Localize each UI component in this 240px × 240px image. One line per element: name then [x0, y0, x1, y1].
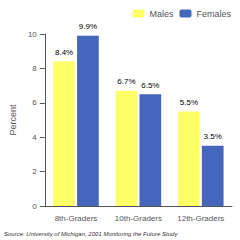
svg-text:10: 10 — [28, 30, 37, 39]
svg-text:10th-Graders: 10th-Graders — [115, 214, 162, 223]
svg-text:Females: Females — [196, 9, 231, 19]
svg-text:3.5%: 3.5% — [204, 132, 222, 141]
svg-text:4: 4 — [32, 133, 37, 142]
svg-text:5.5%: 5.5% — [180, 98, 198, 107]
svg-text:Source: University of Michigan: Source: University of Michigan, 2001 Mon… — [4, 231, 178, 237]
svg-text:Percent: Percent — [8, 104, 18, 136]
svg-text:12th-Graders: 12th-Graders — [177, 214, 224, 223]
svg-text:6.7%: 6.7% — [117, 77, 135, 86]
svg-text:6.5%: 6.5% — [141, 81, 159, 90]
svg-text:6: 6 — [32, 98, 37, 107]
svg-text:0: 0 — [32, 202, 37, 211]
svg-text:9.9%: 9.9% — [79, 22, 97, 31]
svg-text:Males: Males — [149, 9, 174, 19]
svg-text:2: 2 — [32, 167, 37, 176]
svg-text:8: 8 — [32, 64, 37, 73]
svg-text:8th-Graders: 8th-Graders — [55, 214, 98, 223]
svg-text:8.4%: 8.4% — [55, 48, 73, 57]
